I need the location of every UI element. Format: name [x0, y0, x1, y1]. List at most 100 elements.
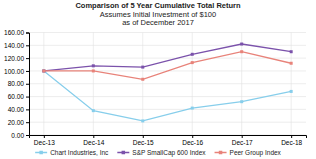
- point: [42, 69, 45, 72]
- legend-marker: [39, 151, 43, 155]
- y-tick-label: 120.00: [4, 55, 24, 62]
- x-tick: Dec-17: [232, 135, 253, 146]
- point: [290, 50, 293, 53]
- y-tick: 60.00: [8, 93, 29, 100]
- point: [92, 64, 95, 67]
- x-tick: Dec-15: [133, 135, 154, 146]
- point: [240, 43, 243, 46]
- y-axis-line: [26, 33, 30, 136]
- point: [92, 69, 95, 72]
- y-tick: 80.00: [8, 80, 29, 87]
- x-tick-mark: [242, 135, 243, 138]
- x-tick-label: Dec-13: [34, 139, 55, 146]
- y-tick-mark: [26, 84, 29, 85]
- legend-item: Peer Group Index: [215, 149, 282, 157]
- x-tick-mark: [93, 135, 94, 138]
- x-tick-mark: [291, 135, 292, 138]
- point: [290, 90, 293, 93]
- legend-line: [35, 152, 47, 154]
- grid-line-y: [29, 32, 306, 33]
- plot-area: 0.00 20.00 40.00 60.00 80.00 100.00 120.00 140.…: [4, 29, 306, 146]
- legend-item: S&P SmallCap 600 Index: [117, 149, 206, 157]
- subtitle: as of December 2017: [122, 18, 194, 27]
- series-line: [44, 71, 291, 121]
- point: [42, 69, 45, 72]
- x-tick-mark: [192, 135, 193, 138]
- point: [141, 119, 144, 122]
- x-axis-line: [30, 136, 307, 139]
- grid-line-x: [291, 33, 292, 136]
- y-tick: 0.00: [11, 132, 29, 139]
- point: [92, 109, 95, 112]
- y-tick-mark: [26, 109, 29, 110]
- titles: Comparison of 5 Year Cumulative Total Re…: [75, 1, 241, 27]
- series: [42, 43, 292, 73]
- series: [42, 50, 292, 81]
- grid-line-x: [241, 33, 242, 136]
- y-tick: 40.00: [8, 106, 29, 113]
- point: [191, 61, 194, 64]
- y-axis: 0.00 20.00 40.00 60.00 80.00 100.00 120.00 140.…: [4, 29, 29, 139]
- y-tick-mark: [26, 122, 29, 123]
- x-tick-mark: [44, 135, 45, 138]
- point: [240, 50, 243, 53]
- legend-item: Chart Industries, Inc: [35, 149, 109, 156]
- grid: [29, 33, 306, 136]
- legend-line: [215, 152, 227, 154]
- y-tick-label: 140.00: [4, 42, 24, 49]
- y-tick-mark: [26, 58, 29, 59]
- x-tick-label: Dec-18: [281, 139, 302, 146]
- legend-marker: [122, 151, 126, 155]
- grid-line-x: [43, 33, 44, 136]
- y-tick-label: 80.00: [8, 80, 25, 87]
- x-tick-mark: [143, 135, 144, 138]
- grid-line-y: [29, 122, 306, 123]
- grid-line-y: [29, 45, 306, 46]
- legend-line: [117, 152, 129, 154]
- point: [191, 107, 194, 110]
- y-tick: 100.00: [4, 68, 29, 75]
- x-tick: Dec-18: [281, 135, 302, 146]
- marks: [42, 43, 292, 123]
- y-tick-label: 100.00: [4, 68, 24, 75]
- x-tick-label: Dec-17: [232, 139, 253, 146]
- chart-svg: Comparison of 5 Year Cumulative Total Re…: [0, 0, 316, 159]
- y-tick-mark: [26, 45, 29, 46]
- grid-line-y: [29, 58, 306, 59]
- y-tick: 140.00: [4, 42, 29, 49]
- y-tick: 120.00: [4, 55, 29, 62]
- x-tick-label: Dec-14: [83, 139, 104, 146]
- x-tick: Dec-16: [182, 135, 203, 146]
- series: [42, 69, 292, 122]
- grid-line-x: [192, 33, 193, 136]
- series-line: [44, 52, 291, 80]
- x-tick: Dec-13: [34, 135, 55, 146]
- legend-label: Peer Group Index: [230, 149, 282, 157]
- point: [42, 69, 45, 72]
- grid-line-y: [29, 109, 306, 110]
- grid-line-x: [142, 33, 143, 136]
- legend: Chart Industries, Inc S&P SmallCap 600 In…: [35, 149, 281, 157]
- x-tick-label: Dec-16: [182, 139, 203, 146]
- x-axis: Dec-13 Dec-14 Dec-15 Dec-16 Dec-17 Dec-18: [30, 135, 307, 146]
- y-tick-mark: [26, 71, 29, 72]
- legend-marker: [219, 151, 223, 155]
- y-tick-mark: [26, 135, 29, 136]
- x-tick-label: Dec-15: [133, 139, 154, 146]
- y-tick-mark: [26, 97, 29, 98]
- point: [191, 53, 194, 56]
- y-tick-label: 20.00: [8, 119, 25, 126]
- y-tick-label: 160.00: [4, 29, 24, 36]
- grid-line-x: [93, 33, 94, 136]
- y-tick-label: 0.00: [11, 132, 24, 139]
- point: [141, 78, 144, 81]
- point: [141, 66, 144, 69]
- x-tick: Dec-14: [83, 135, 104, 146]
- point: [240, 100, 243, 103]
- legend-label: S&P SmallCap 600 Index: [132, 149, 206, 157]
- y-tick-label: 60.00: [8, 93, 25, 100]
- grid-line-y: [29, 83, 306, 84]
- y-tick: 20.00: [8, 119, 29, 126]
- point: [290, 62, 293, 65]
- y-tick: 160.00: [4, 29, 29, 36]
